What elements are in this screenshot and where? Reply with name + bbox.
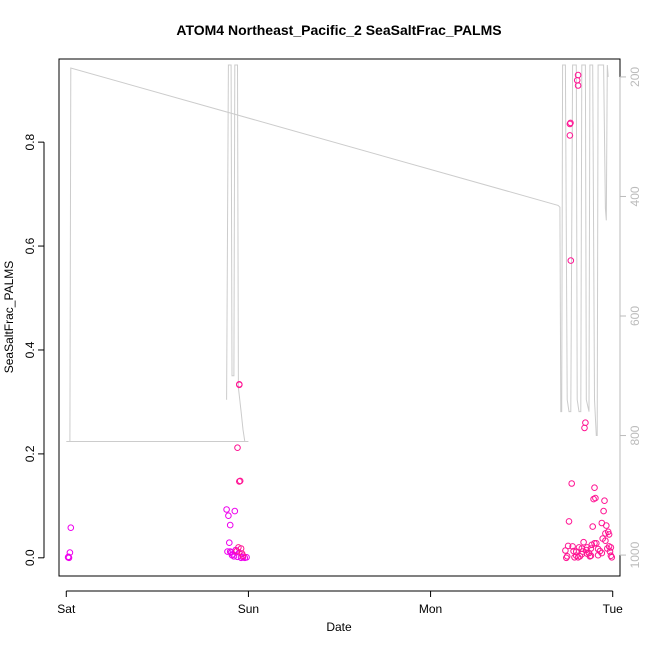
data-point [574, 82, 582, 89]
data-point [587, 552, 595, 560]
pressure-line-2 [66, 64, 609, 442]
y-axis: 0.0 0.2 0.4 0.6 0.8 [23, 133, 45, 566]
data-point [234, 444, 241, 452]
data-point [581, 424, 588, 432]
y2-axis: 200 400 600 800 1000 [619, 67, 642, 568]
data-point [598, 549, 606, 557]
data-point [580, 538, 587, 546]
data-point [596, 547, 604, 555]
y2-tick-label: 200 [628, 67, 642, 87]
pressure-line-4 [226, 64, 246, 442]
data-point [583, 550, 591, 558]
data-point [223, 506, 230, 513]
data-point [563, 553, 571, 560]
data-point [608, 554, 616, 561]
y2-tick-label: 600 [628, 306, 642, 326]
y2-tick-label: 400 [628, 186, 642, 206]
y-tick-label: 0.8 [23, 133, 37, 150]
data-point [589, 523, 597, 530]
data-point [65, 553, 72, 561]
data-point [594, 551, 602, 559]
data-point [574, 554, 582, 561]
data-point [236, 477, 244, 485]
data-point [593, 540, 600, 547]
data-point [224, 548, 231, 555]
data-point [573, 77, 581, 84]
data-point [225, 512, 232, 520]
data-point [591, 540, 598, 547]
data-point [574, 71, 582, 79]
data-point [578, 545, 586, 552]
y-tick-label: 0.2 [23, 445, 37, 462]
data-point [594, 545, 602, 553]
y-axis-label: SeaSaltFrac_PALMS [2, 261, 16, 374]
data-point [566, 132, 574, 139]
data-point [66, 549, 74, 556]
chart-title: ATOM4 Northeast_Pacific_2 SeaSaltFrac_PA… [176, 22, 501, 38]
data-point [236, 381, 243, 388]
data-point [563, 554, 570, 562]
data-point [567, 119, 574, 127]
data-point [607, 544, 615, 551]
y-tick-label: 0.0 [23, 549, 37, 566]
data-point [565, 518, 573, 525]
plot-frame [58, 58, 621, 577]
data-point [564, 542, 572, 550]
x-axis-label: Date [326, 620, 352, 634]
plot-area [64, 64, 616, 562]
y2-tick-label: 1000 [628, 541, 642, 568]
data-point [226, 539, 233, 547]
data-point [239, 552, 247, 560]
data-point [67, 524, 75, 532]
y-tick-label: 0.4 [23, 341, 37, 358]
data-point [601, 497, 608, 505]
y-tick-label: 0.6 [23, 237, 37, 254]
x-tick-label: Mon [419, 602, 442, 616]
data-point [591, 484, 598, 492]
x-tick-label: Sun [238, 602, 259, 616]
data-point [602, 537, 609, 545]
data-point [231, 507, 239, 515]
data-point [605, 531, 613, 538]
data-point [243, 554, 250, 561]
y2-tick-label: 800 [628, 425, 642, 445]
data-point [582, 419, 589, 427]
data-point [569, 543, 576, 550]
x-tick-label: Sat [57, 602, 76, 616]
data-point [567, 257, 575, 264]
data-point [603, 522, 610, 529]
data-point [568, 480, 576, 487]
data-point [226, 521, 234, 529]
data-point [573, 548, 580, 555]
data-point [600, 507, 607, 515]
x-axis: Sat Sun Mon Tue [57, 590, 624, 616]
data-point [587, 545, 595, 552]
data-point [592, 494, 599, 502]
x-tick-label: Tue [603, 602, 624, 616]
data-point [606, 548, 614, 555]
